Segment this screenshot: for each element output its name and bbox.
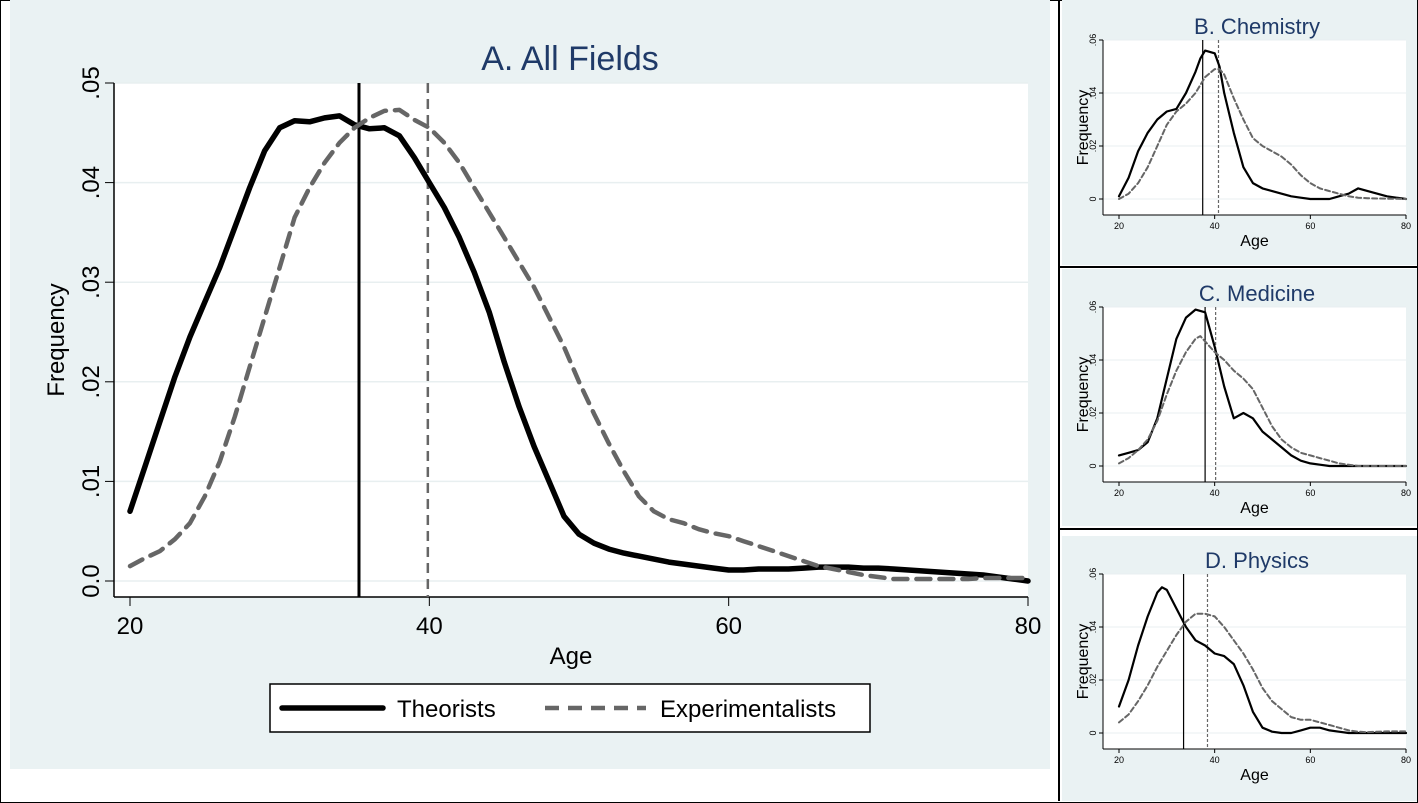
y-tick-label: .06 [1088,301,1098,314]
y-tick-label: 0 [1088,730,1098,735]
y-tick-label: .05 [78,66,105,99]
x-tick-label: 40 [1210,221,1220,231]
y-tick-label: 0.0 [78,564,105,597]
x-tick-label: 20 [1114,488,1124,498]
y-tick-label: .04 [1088,621,1098,634]
experimentalists-series-line [127,107,1031,582]
experimentalists-series-line [1118,68,1407,200]
x-axis-label: Age [1240,500,1269,517]
x-tick-label: 20 [117,613,144,640]
theorists-series-line [127,113,1031,584]
y-tick-label: .02 [1088,674,1098,687]
x-tick-label: 40 [1210,755,1220,765]
theorists-series-line [1117,49,1408,201]
x-tick-label: 40 [416,613,443,640]
x-axis-label: Age [550,643,593,670]
panel-title: C. Medicine [1199,281,1315,306]
divider-c-d [1060,528,1417,530]
x-tick-label: 60 [1305,488,1315,498]
y-axis-label: Frequency [1075,90,1092,166]
x-tick-label: 80 [1015,613,1042,640]
x-axis-label: Age [1240,233,1269,250]
x-tick-label: 60 [1305,755,1315,765]
panel-title: D. Physics [1205,548,1309,573]
x-tick-label: 40 [1210,488,1220,498]
x-axis-label: Age [1240,767,1269,784]
x-tick-label: 80 [1401,755,1411,765]
x-tick-label: 60 [1305,221,1315,231]
plot-area [1103,307,1406,482]
theorists-series-line [1117,586,1408,735]
panel-title: A. All Fields [481,40,659,78]
y-tick-label: .02 [1088,140,1098,153]
y-tick-label: .04 [78,166,105,199]
y-tick-label: .02 [1088,407,1098,420]
legend-label-experimentalists: Experimentalists [660,696,836,723]
y-tick-label: .01 [78,465,105,498]
x-tick-label: 20 [1114,755,1124,765]
y-tick-label: .04 [1088,354,1098,367]
y-tick-label: 0 [1088,463,1098,468]
y-axis-label: Frequency [1075,624,1092,700]
y-axis-label: Frequency [43,283,70,396]
x-tick-label: 80 [1401,221,1411,231]
plot-area [1103,40,1406,215]
y-tick-label: .04 [1088,87,1098,100]
divider-b-c [1060,266,1417,268]
y-tick-label: .03 [78,266,105,299]
plot-area [1103,574,1406,749]
x-tick-label: 80 [1401,488,1411,498]
experimentalists-series-line [1118,335,1407,467]
legend-label-theorists: Theorists [397,696,496,723]
y-tick-label: .06 [1088,34,1098,47]
y-tick-label: 0 [1088,196,1098,201]
vertical-divider [1058,0,1060,801]
experimentalists-series-line [1118,612,1407,734]
x-tick-label: 60 [715,613,742,640]
y-tick-label: .02 [78,365,105,398]
y-axis-label: Frequency [1075,357,1092,433]
x-tick-label: 20 [1114,221,1124,231]
panel-title: B. Chemistry [1194,14,1320,39]
y-tick-label: .06 [1088,568,1098,581]
plot-area [114,83,1028,597]
